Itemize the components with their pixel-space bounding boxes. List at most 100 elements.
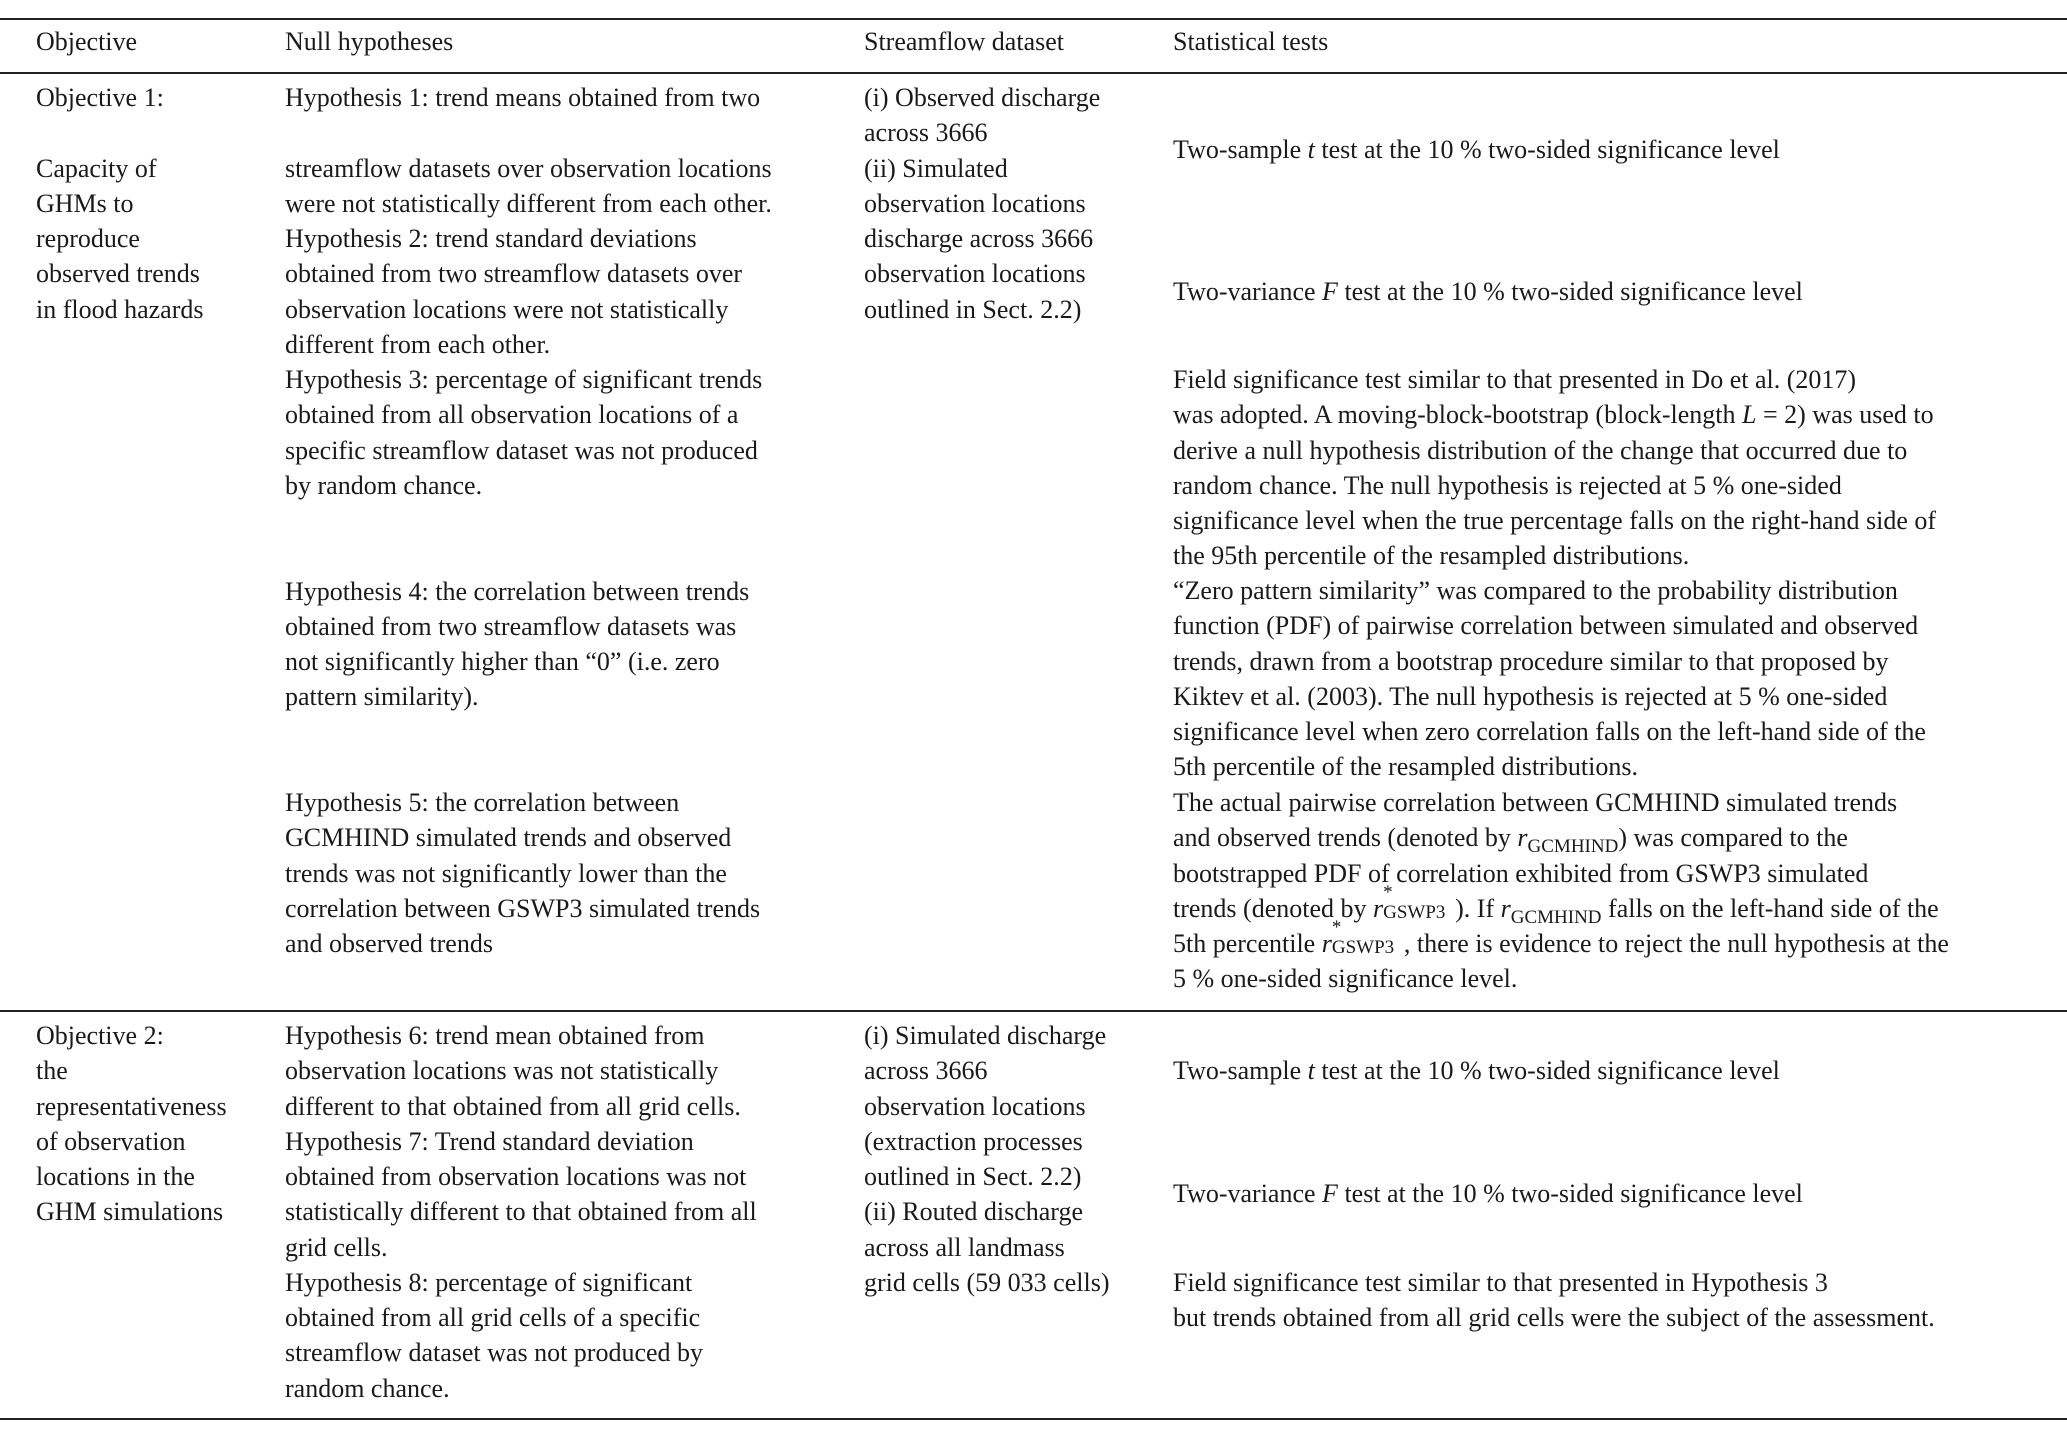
test-block: The actual pairwise correlation between … <box>1173 785 1949 997</box>
column-header-objective: Objective <box>36 27 138 56</box>
text-line: observation locations <box>864 1091 1086 1121</box>
text-run: Two-variance <box>1173 1179 1323 1208</box>
text-line: discharge across 3666 <box>864 224 1094 253</box>
text-line: but trends obtained from all grid cells … <box>1173 1303 1935 1333</box>
text-run: , there is evidence to reject the null h… <box>1403 929 1949 958</box>
text-line: obtained from two streamflow datasets ov… <box>285 259 743 289</box>
text-line: (i) Observed discharge <box>864 83 1101 112</box>
text-line: Objective 1: <box>36 83 164 112</box>
test-block: Two-sample t test at the 10 % two-sided … <box>1173 1053 1780 1088</box>
text-line <box>36 115 204 150</box>
text-line: derive a null hypothesis distribution of… <box>1173 435 1908 465</box>
text-line: random chance. The null hypothesis is re… <box>1173 470 1842 500</box>
text-run: test at the 10 % two-sided significance … <box>1314 1056 1780 1085</box>
text-line: across 3666 <box>864 1056 988 1086</box>
text-line: Hypothesis 8: percentage of significant <box>285 1267 693 1297</box>
text-line: GHM simulations <box>36 1197 224 1227</box>
text-run: test at the 10 % two-sided significance … <box>1337 277 1803 306</box>
text-line: (i) Simulated discharge <box>864 1021 1107 1050</box>
text-line: GHMs to <box>36 188 134 218</box>
text-line: observation locations <box>864 259 1086 289</box>
text-run: ). If <box>1455 893 1501 923</box>
math-symbol: r <box>1321 929 1332 958</box>
test-block: “Zero pattern similarity” was compared t… <box>1173 573 1926 785</box>
text-line: trends, drawn from a bootstrap procedure… <box>1173 646 1889 676</box>
objective-cell: Objective 2: the representativeness of obse… <box>36 1018 227 1230</box>
text-run: was adopted. A moving-block-bootstrap (b… <box>1173 400 1743 430</box>
text-line: the 95th percentile of the resampled dis… <box>1173 541 1690 571</box>
text-line: observation locations <box>864 188 1086 218</box>
text-line: bootstrapped PDF of correlation exhibite… <box>1173 858 1869 888</box>
text-line: outlined in Sect. 2.2) <box>864 1162 1082 1191</box>
math-symbol: r <box>1373 893 1384 923</box>
dataset-cell: (i) Simulated discharge across 3666 observ… <box>864 1018 1110 1300</box>
text-line <box>285 715 772 750</box>
text-line: observation locations were not statistic… <box>285 294 729 324</box>
test-block: Two-variance F test at the 10 % two-side… <box>1173 1176 1803 1211</box>
text-line: random chance. <box>285 1373 450 1403</box>
text-line: the <box>36 1056 68 1086</box>
test-block: Two-variance F test at the 10 % two-side… <box>1173 274 1803 309</box>
text-line: Hypothesis 1: trend means obtained from … <box>285 83 761 112</box>
superscript-subscript: * GSWP3 <box>1383 881 1446 923</box>
text-line: different to that obtained from all grid… <box>285 1091 741 1121</box>
text-line: specific streamflow dataset was not prod… <box>285 435 758 465</box>
text-line: Capacity of <box>36 153 157 183</box>
text-line: obtained from observation locations was … <box>285 1162 747 1191</box>
text-line: GCMHIND simulated trends and observed <box>285 823 732 853</box>
text-line: Hypothesis 5: the correlation between <box>285 788 680 817</box>
text-line: Kiktev et al. (2003). The null hypothesi… <box>1173 681 1888 711</box>
test-block: Two-sample t test at the 10 % two-sided … <box>1173 132 1780 167</box>
text-line <box>285 750 772 785</box>
text-line: obtained from all grid cells of a specif… <box>285 1303 701 1332</box>
text-line: observation locations was not statistica… <box>285 1056 719 1086</box>
text-line: significance level when zero correlation… <box>1173 717 1926 746</box>
text-line: locations in the <box>36 1162 195 1191</box>
text-run: Two-sample <box>1173 135 1308 164</box>
subscript: GCMHIND <box>1527 836 1619 858</box>
column-header-null-hypotheses: Null hypotheses <box>285 27 454 56</box>
text-line: grid cells (59 033 cells) <box>864 1267 1110 1297</box>
text-line: Hypothesis 6: trend mean obtained from <box>285 1021 705 1050</box>
text-line: obtained from two streamflow datasets wa… <box>285 611 737 641</box>
text-line: different from each other. <box>285 329 551 359</box>
text-line: pattern similarity). <box>285 682 479 712</box>
column-header-statistical-tests: Statistical tests <box>1173 27 1329 56</box>
top-rule <box>0 18 2067 20</box>
text-line: Two-sample t test at the 10 % two-sided … <box>1173 132 1780 167</box>
subscript: GCMHIND <box>1510 906 1602 928</box>
text-line: reproduce <box>36 224 140 253</box>
text-line: Two-variance F test at the 10 % two-side… <box>1173 1176 1803 1211</box>
text-line: representativeness <box>36 1091 227 1121</box>
text-line: 5th percentile of the resampled distribu… <box>1173 752 1638 782</box>
text-line: “Zero pattern similarity” was compared t… <box>1173 576 1898 605</box>
text-run: = 2) was used to <box>1756 400 1934 430</box>
text-line: streamflow dataset was not produced by <box>285 1338 704 1368</box>
test-block: Field significance test similar to that … <box>1173 1265 1935 1336</box>
text-line: correlation between GSWP3 simulated tren… <box>285 893 761 923</box>
text-line: of observation <box>36 1126 186 1156</box>
text-line: Objective 2: <box>36 1021 164 1050</box>
text-line: observed trends <box>36 259 200 289</box>
text-line: in flood hazards <box>36 294 204 324</box>
text-line: by random chance. <box>285 470 483 500</box>
text-line: Hypothesis 4: the correlation between tr… <box>285 576 750 606</box>
text-line: (ii) Simulated <box>864 153 1008 183</box>
header-rule <box>0 72 2067 74</box>
text-line: Hypothesis 7: Trend standard deviation <box>285 1126 694 1156</box>
text-line: Field significance test similar to that … <box>1173 1268 1828 1297</box>
text-line: (ii) Routed discharge <box>864 1197 1084 1227</box>
bottom-rule <box>0 1418 2067 1420</box>
text-run: trends (denoted by <box>1173 893 1374 923</box>
text-line: across 3666 <box>864 118 988 148</box>
text-line: and observed trends <box>285 929 493 958</box>
text-line: significance level when the true percent… <box>1173 506 1937 535</box>
math-symbol: F <box>1322 277 1338 306</box>
text-line: streamflow datasets over observation loc… <box>285 153 772 183</box>
text-line: outlined in Sect. 2.2) <box>864 294 1082 324</box>
math-symbol: t <box>1307 135 1315 164</box>
text-line: trends was not significantly lower than … <box>285 858 727 888</box>
math-symbol: F <box>1322 1179 1338 1208</box>
text-run: falls on the left-hand side of the <box>1601 893 1939 923</box>
text-line: trends (denoted by r * GSWP3). If rGCMHIND… <box>1173 881 1949 928</box>
